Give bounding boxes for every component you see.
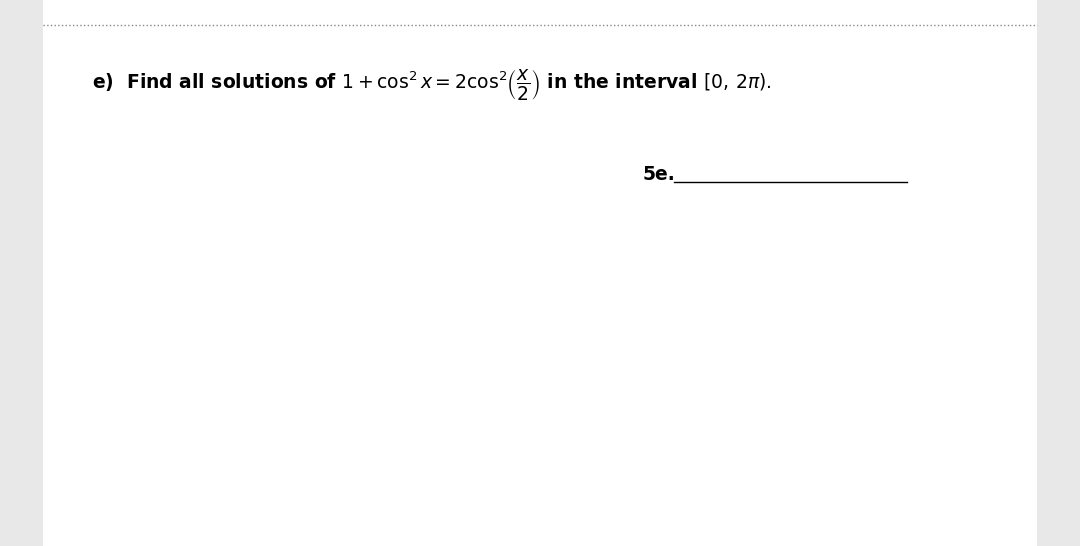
Text: e)  Find all solutions of $1+\cos^2 x = 2\cos^2\!\left(\dfrac{x}{2}\right)$ in t: e) Find all solutions of $1+\cos^2 x = 2…: [92, 67, 771, 102]
Text: 5e.: 5e.: [643, 165, 675, 184]
